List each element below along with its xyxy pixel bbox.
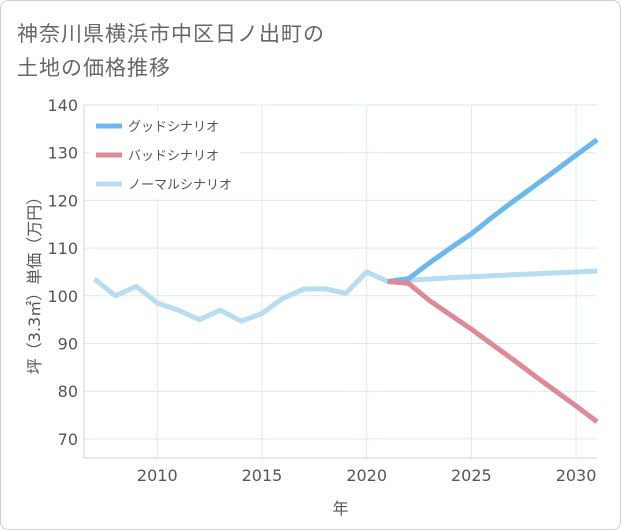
legend-label: グッドシナリオ [128,120,219,135]
grid [84,104,597,458]
y-tick-label: 130 [47,144,78,163]
x-tick-label: 2015 [242,466,283,485]
y-tick-label: 70 [58,430,78,449]
series-lines [92,137,599,424]
chart-title-line-1: 神奈川県横浜市中区日ノ出町の [17,22,325,46]
y-tick-label: 80 [58,382,78,401]
y-axis-title: 坪（3.3㎡）単価（万円） [25,189,44,374]
series-line-1 [387,137,599,284]
y-tick-label: 110 [47,239,78,258]
series-line-3 [92,268,598,324]
x-tick-label: 2010 [137,466,178,485]
x-tick-label: 2025 [451,466,492,485]
legend-label: ノーマルシナリオ [128,178,232,193]
x-tick-label: 2020 [346,466,387,485]
axes: 70 80 90 100 110 120 130 140 2010 2015 2020 2025 203… [25,96,597,518]
y-tick-label: 100 [47,287,78,306]
series-line-2 [387,279,599,424]
y-tick-label: 120 [47,191,78,210]
chart-title: 神奈川県横浜市中区日ノ出町の 土地の価格推移 [17,17,325,85]
chart-title-line-2: 土地の価格推移 [17,56,171,80]
legend-label: バッドシナリオ [128,149,219,164]
y-tick-label: 140 [47,96,78,115]
x-tick-label: 2030 [556,466,597,485]
x-axis-title: 年 [332,499,348,518]
y-tick-label: 90 [58,335,78,354]
